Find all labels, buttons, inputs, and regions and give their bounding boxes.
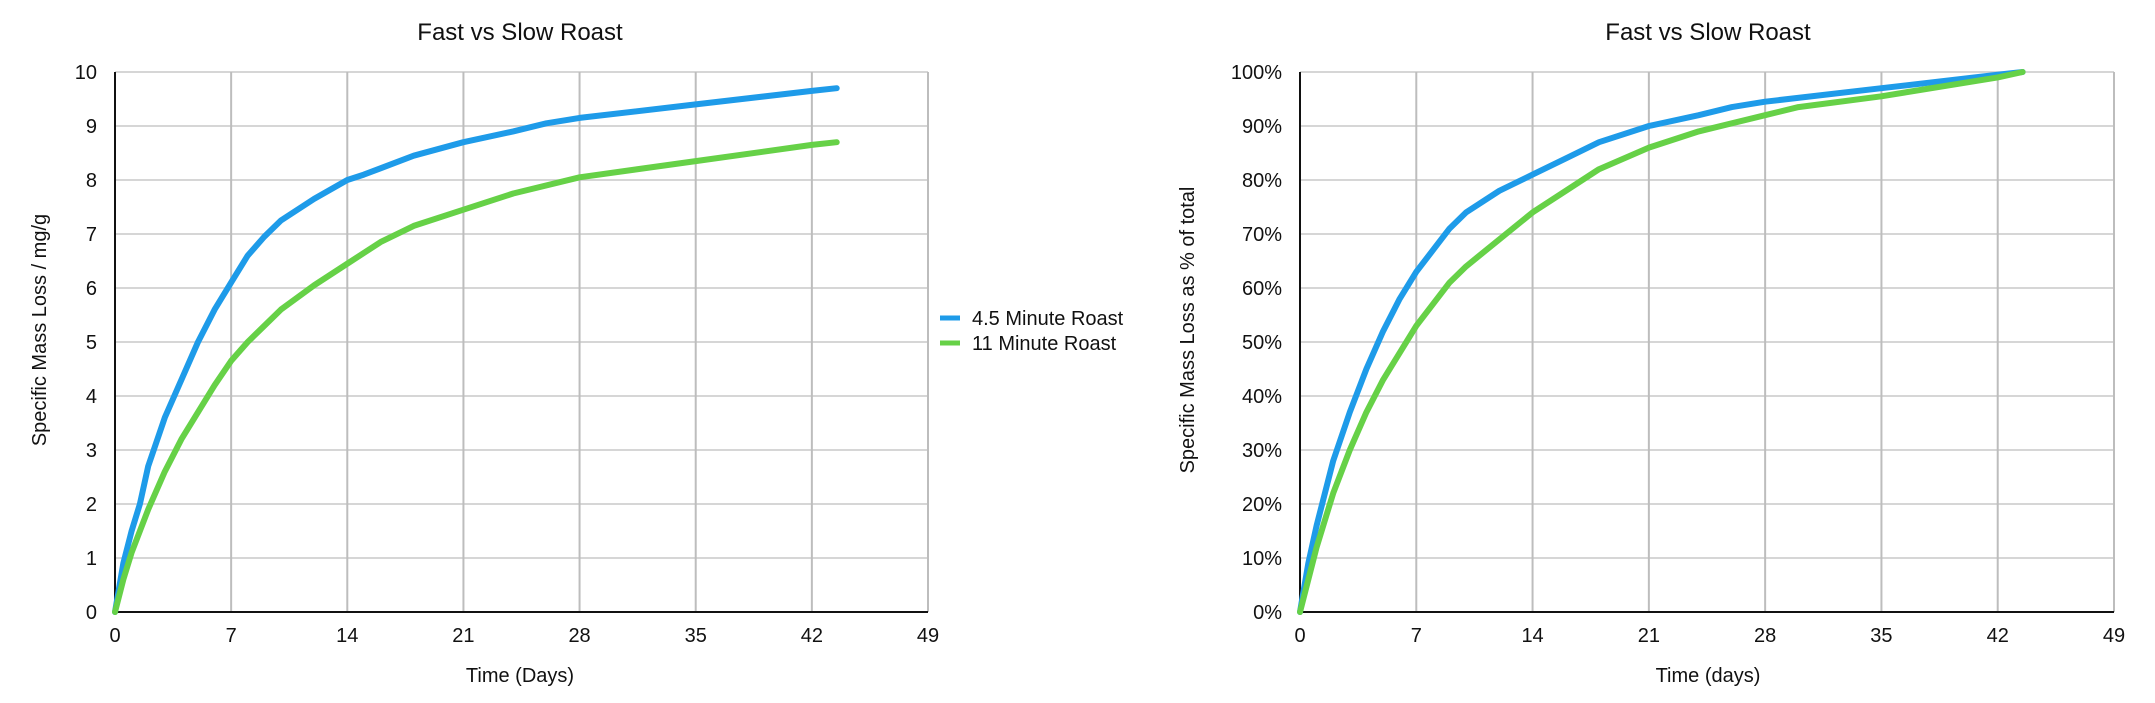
- x-tick-label: 28: [1754, 625, 1776, 647]
- series-line-11-minute-roast: [112, 139, 840, 615]
- y-tick-label: 9: [86, 116, 97, 138]
- y-tick-label: 10: [75, 62, 97, 84]
- right-chart: Fast vs Slow Roast Time (days) Specific …: [1177, 19, 2125, 687]
- left-tick-labels: 0 1 2 3 4 5 6 7 8 9 10 0 7 14 21 28 35 42 49: [75, 62, 939, 647]
- y-tick-label: 0: [86, 602, 97, 624]
- left-series-lines: [112, 85, 840, 615]
- y-tick-label: 40%: [1242, 386, 1282, 408]
- series-line-4-5-minute-roast: [112, 85, 840, 615]
- x-tick-label: 42: [1987, 625, 2009, 647]
- left-chart-title: Fast vs Slow Roast: [417, 19, 623, 46]
- x-tick-label: 21: [452, 625, 474, 647]
- x-tick-label: 49: [917, 625, 939, 647]
- series-line-11-minute-roast: [1297, 69, 2026, 615]
- y-tick-label: 70%: [1242, 224, 1282, 246]
- y-tick-label: 30%: [1242, 440, 1282, 462]
- right-tick-labels: 0% 10% 20% 30% 40% 50% 60% 70% 80% 90% 100% 0 7 14 21 2…: [1231, 62, 2125, 647]
- x-tick-label: 14: [336, 625, 358, 647]
- left-y-axis-label: Specific Mass Loss / mg/g: [29, 214, 51, 446]
- y-tick-label: 0%: [1253, 602, 1282, 624]
- left-x-axis-label: Time (Days): [466, 665, 574, 687]
- legend: 4.5 Minute Roast 11 Minute Roast: [940, 308, 1124, 355]
- y-tick-label: 50%: [1242, 332, 1282, 354]
- x-tick-label: 49: [2103, 625, 2125, 647]
- x-tick-label: 7: [226, 625, 237, 647]
- left-chart: Fast vs Slow Roast Time (Days) Specific …: [29, 19, 939, 687]
- y-tick-label: 7: [86, 224, 97, 246]
- x-tick-label: 28: [568, 625, 590, 647]
- x-tick-label: 42: [801, 625, 823, 647]
- y-tick-label: 60%: [1242, 278, 1282, 300]
- y-tick-label: 20%: [1242, 494, 1282, 516]
- y-tick-label: 8: [86, 170, 97, 192]
- y-tick-label: 6: [86, 278, 97, 300]
- x-tick-label: 7: [1411, 625, 1422, 647]
- x-tick-label: 0: [109, 625, 120, 647]
- y-tick-label: 2: [86, 494, 97, 516]
- y-tick-label: 80%: [1242, 170, 1282, 192]
- left-grid: [114, 71, 929, 613]
- y-tick-label: 3: [86, 440, 97, 462]
- x-tick-label: 21: [1638, 625, 1660, 647]
- right-grid: [1299, 71, 2115, 613]
- x-tick-label: 0: [1294, 625, 1305, 647]
- y-tick-label: 1: [86, 548, 97, 570]
- right-x-axis-label: Time (days): [1656, 665, 1761, 687]
- x-tick-label: 35: [1870, 625, 1892, 647]
- right-series-lines: [1297, 69, 2026, 615]
- legend-label-slow: 11 Minute Roast: [972, 333, 1117, 355]
- legend-label-fast: 4.5 Minute Roast: [972, 308, 1124, 330]
- y-tick-label: 5: [86, 332, 97, 354]
- y-tick-label: 10%: [1242, 548, 1282, 570]
- right-y-axis-label: Specific Mass Loss as % of total: [1177, 187, 1199, 474]
- y-tick-label: 90%: [1242, 116, 1282, 138]
- y-tick-label: 100%: [1231, 62, 1282, 84]
- y-tick-label: 4: [86, 386, 97, 408]
- right-chart-title: Fast vs Slow Roast: [1605, 19, 1811, 46]
- x-tick-label: 35: [685, 625, 707, 647]
- x-tick-label: 14: [1521, 625, 1543, 647]
- series-line-4-5-minute-roast: [1297, 69, 2026, 615]
